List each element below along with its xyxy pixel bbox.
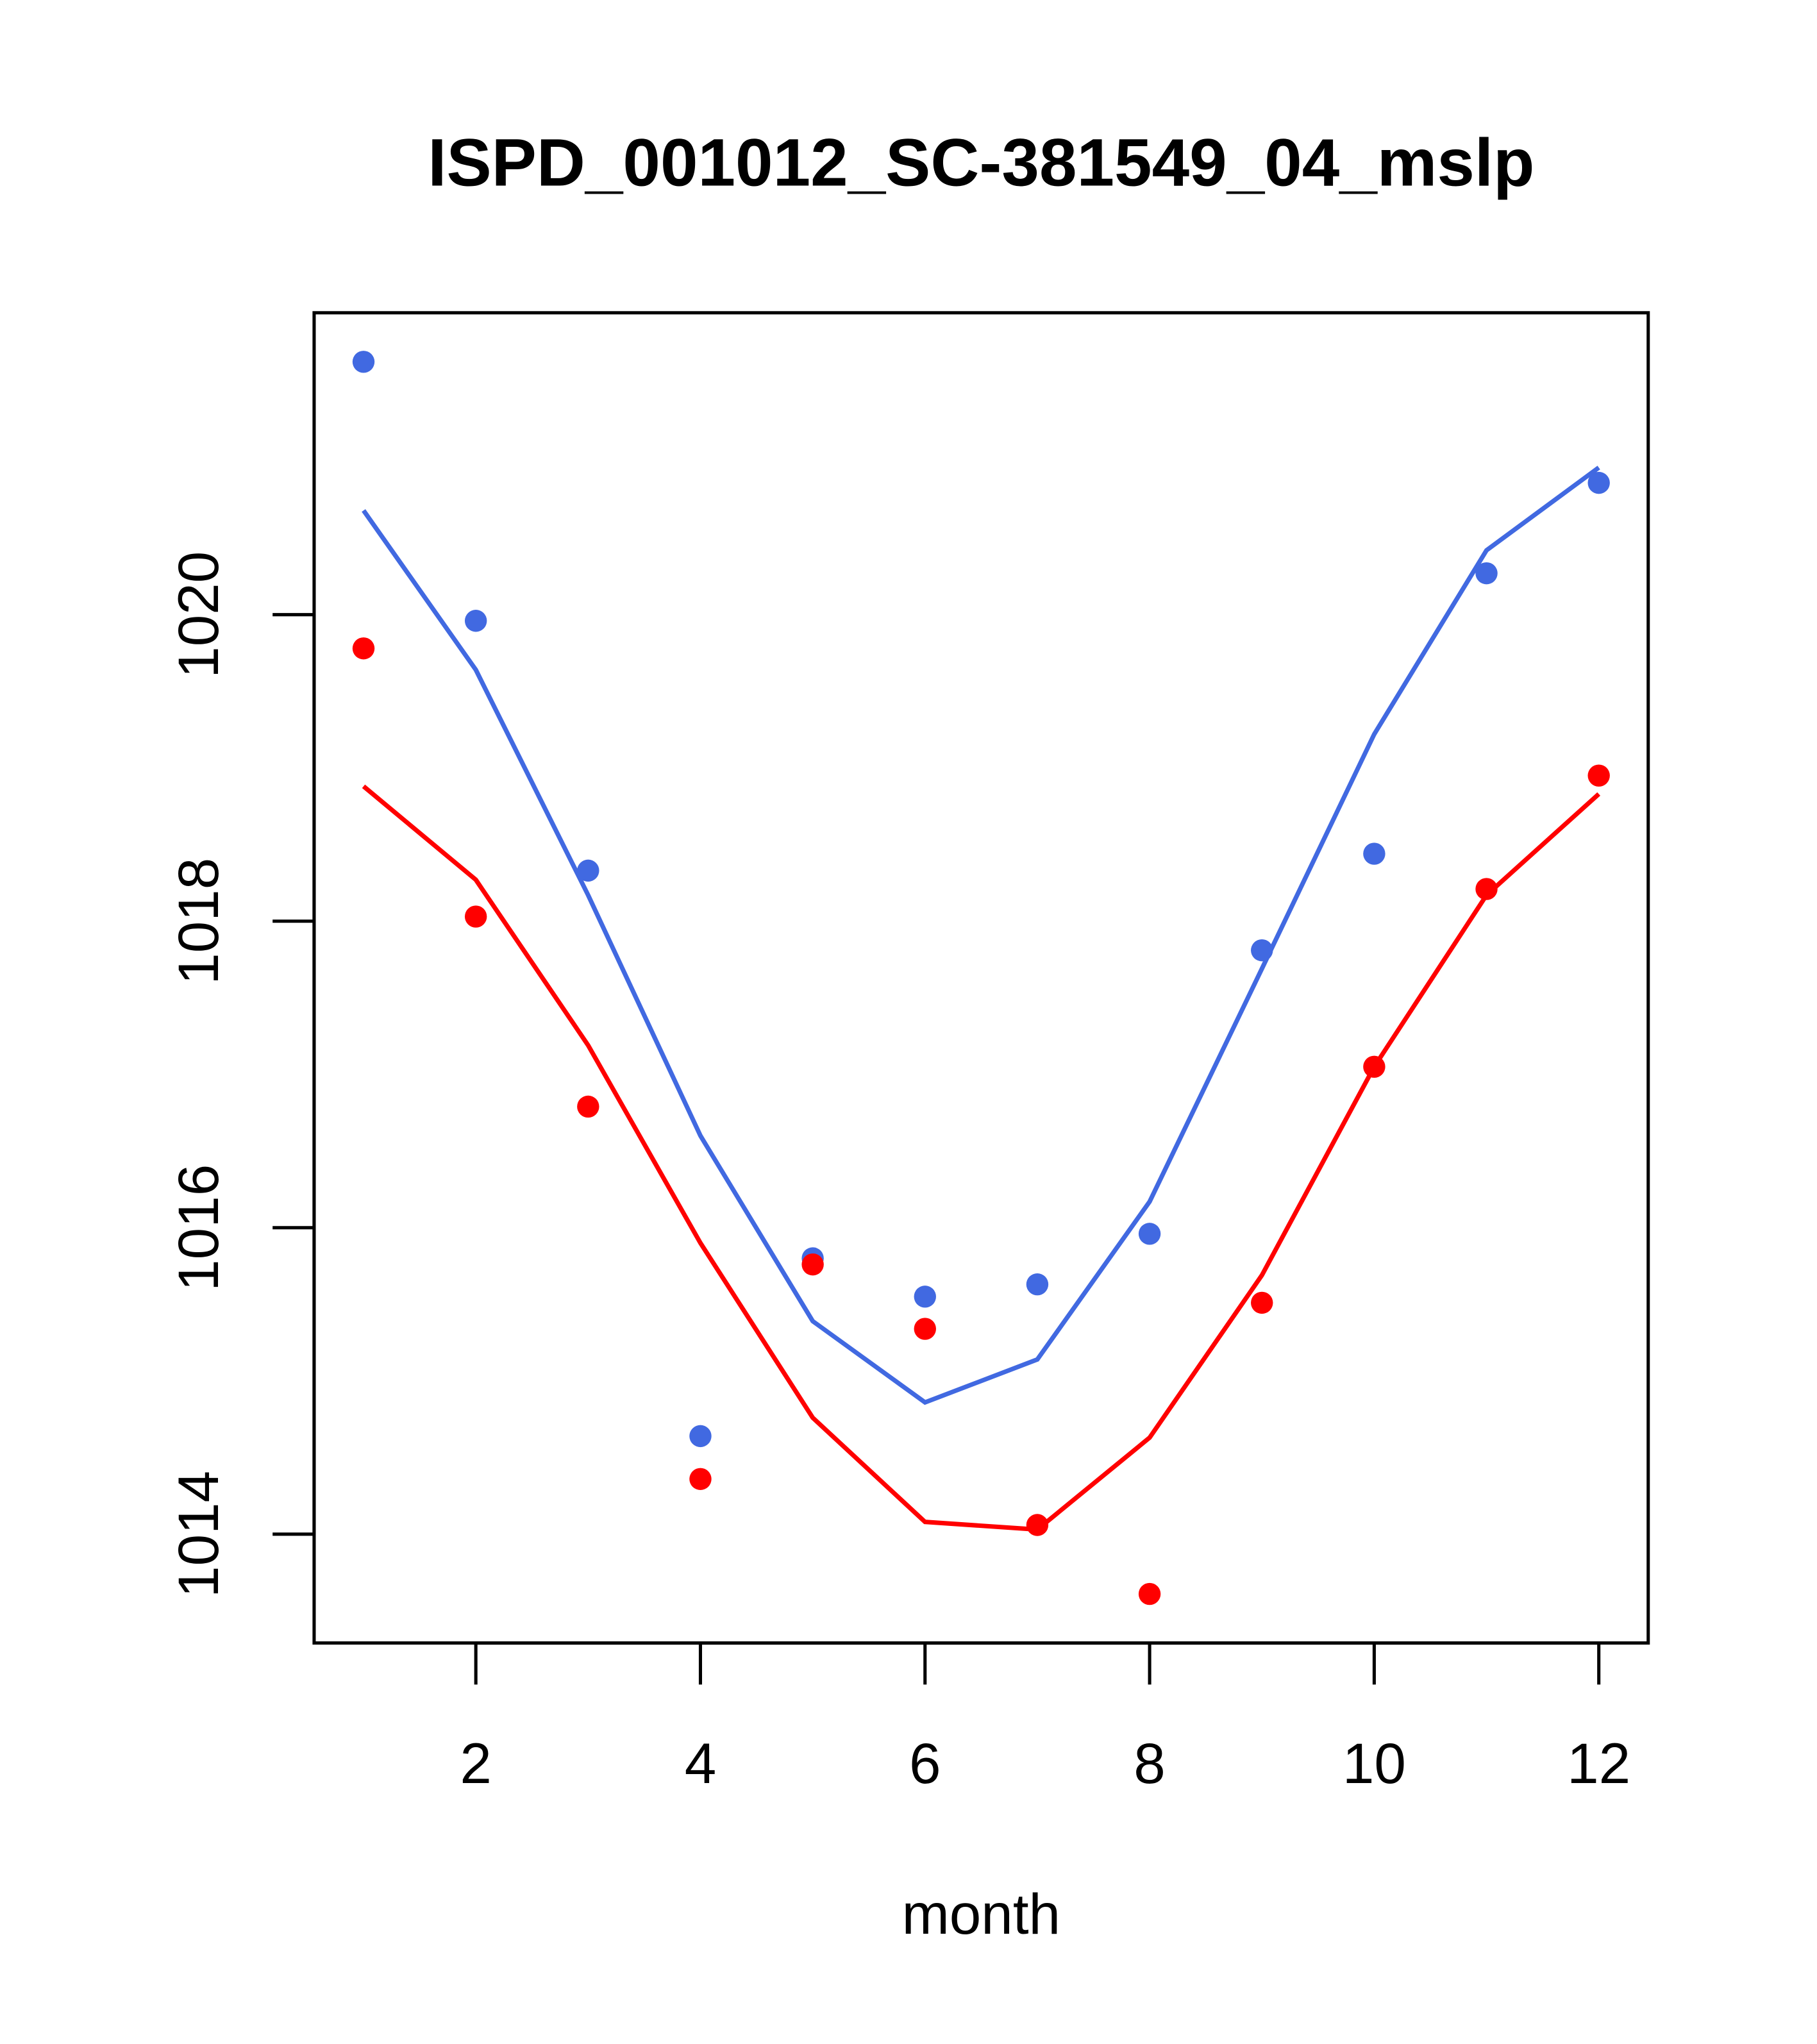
x-tick-label: 6 bbox=[909, 1731, 941, 1795]
data-point bbox=[1587, 471, 1610, 494]
x-axis-label: month bbox=[902, 1882, 1061, 1946]
data-point bbox=[1363, 842, 1386, 865]
y-tick-label: 1018 bbox=[166, 858, 230, 985]
data-point bbox=[352, 351, 375, 373]
series-layer bbox=[352, 351, 1610, 1605]
data-point bbox=[1251, 939, 1273, 962]
data-point bbox=[1138, 1582, 1161, 1605]
data-point bbox=[1363, 1055, 1386, 1078]
data-point bbox=[914, 1318, 936, 1340]
data-point bbox=[1475, 562, 1498, 585]
y-tick-label: 1020 bbox=[166, 551, 230, 678]
data-point bbox=[689, 1468, 712, 1490]
data-point bbox=[689, 1425, 712, 1448]
x-tick-label: 4 bbox=[685, 1731, 717, 1795]
x-tick-label: 2 bbox=[460, 1731, 492, 1795]
y-tick-label: 1014 bbox=[166, 1471, 230, 1598]
x-tick-label: 12 bbox=[1567, 1731, 1630, 1795]
data-point bbox=[914, 1286, 936, 1308]
series-line-2 bbox=[362, 465, 1600, 1405]
data-point bbox=[1026, 1514, 1049, 1536]
data-point bbox=[1026, 1273, 1049, 1296]
data-point bbox=[464, 610, 487, 632]
data-point bbox=[1251, 1291, 1273, 1314]
plot-frame bbox=[312, 311, 1650, 1645]
y-tick-label: 1016 bbox=[166, 1164, 230, 1291]
data-point bbox=[352, 637, 375, 660]
series-line-3 bbox=[362, 784, 1601, 1532]
data-point bbox=[1587, 764, 1610, 787]
x-tick-label: 8 bbox=[1134, 1731, 1166, 1795]
data-point bbox=[1138, 1223, 1161, 1245]
x-tick-label: 10 bbox=[1343, 1731, 1406, 1795]
data-point bbox=[577, 1095, 599, 1118]
data-point bbox=[464, 905, 487, 928]
chart-title: ISPD_001012_SC-381549_04_mslp bbox=[428, 125, 1534, 200]
data-point bbox=[577, 859, 599, 882]
data-point bbox=[801, 1253, 824, 1276]
data-point bbox=[1475, 878, 1498, 900]
